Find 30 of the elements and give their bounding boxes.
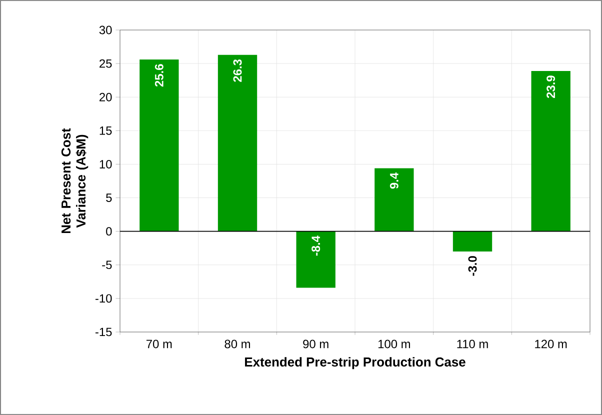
bar (140, 60, 179, 232)
y-tick-label: 15 (100, 126, 112, 135)
x-tick-label: 110 m (457, 340, 488, 348)
data-label: 9.4 (390, 172, 398, 189)
y-tick-label: 25 (100, 59, 112, 68)
y-tick-label: -10 (95, 294, 112, 303)
x-tick-label: 70 m (146, 340, 172, 348)
data-label: 26.3 (233, 59, 242, 82)
data-label: -8.4 (312, 236, 320, 256)
bar (218, 54, 258, 232)
y-axis-title: Net Present Cost Variance (A$M) (61, 128, 88, 234)
bar (531, 70, 570, 232)
y-tick-label: -15 (95, 328, 112, 336)
y-tick-label: 10 (100, 160, 112, 168)
data-label: 23.9 (546, 76, 556, 98)
data-label: 25.6 (154, 64, 164, 87)
y-tick-label: 20 (100, 92, 112, 102)
x-tick-label: 100 m (378, 340, 410, 348)
x-tick-label: 120 m (535, 340, 567, 348)
x-axis-title: Extended Pre-strip Production Case (245, 357, 466, 370)
data-label: -3.0 (468, 256, 477, 276)
bar (452, 231, 492, 252)
y-tick-label: 5 (106, 194, 112, 202)
bar (374, 168, 414, 232)
y-tick-label: 30 (99, 26, 112, 34)
y-tick-label: 0 (106, 227, 112, 236)
bar (296, 231, 336, 288)
x-tick-label: 90 m (303, 340, 328, 348)
x-tick-label: 80 m (224, 340, 250, 348)
y-tick-label: -5 (102, 260, 112, 270)
